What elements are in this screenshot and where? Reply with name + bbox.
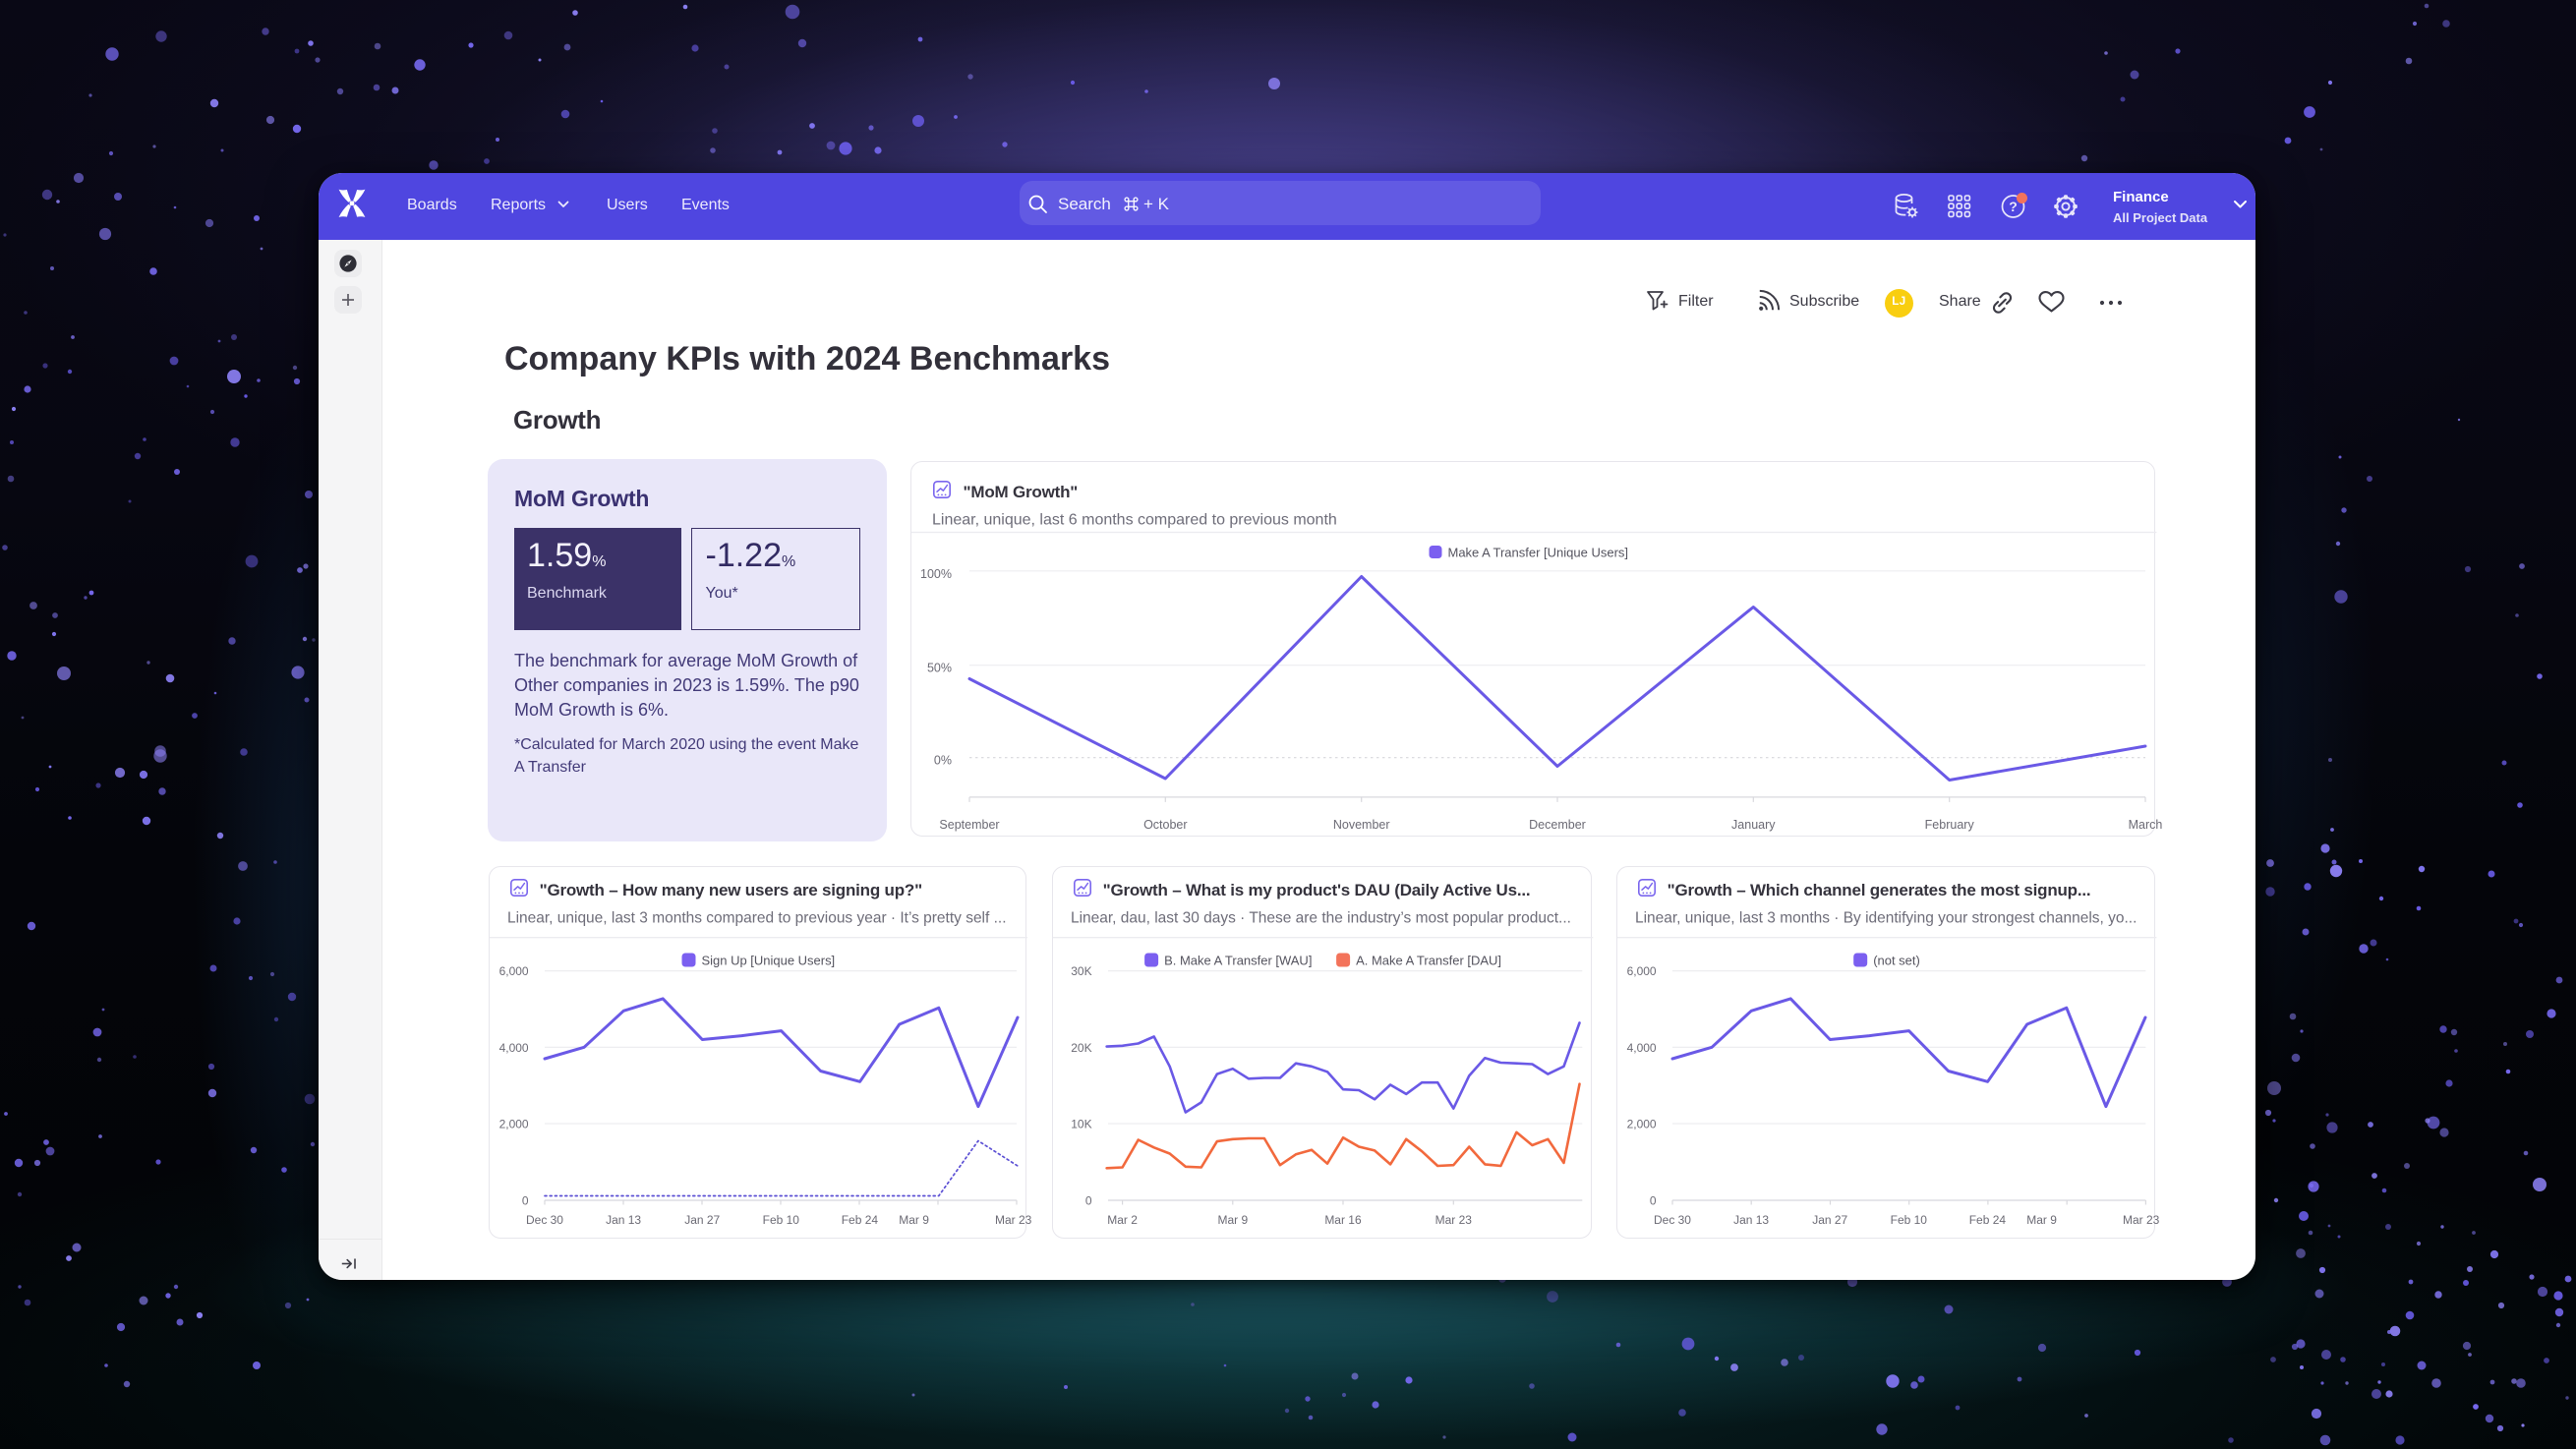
svg-text:"Growth – How many new users a: "Growth – How many new users are signing… (540, 881, 922, 899)
svg-text:"Growth – Which channel genera: "Growth – Which channel generates the mo… (1667, 881, 2090, 899)
svg-text:10K: 10K (1071, 1118, 1091, 1131)
svg-text:B. Make A Transfer [WAU]: B. Make A Transfer [WAU] (1164, 953, 1312, 967)
svg-text:November: November (1332, 817, 1389, 831)
svg-text:Jan 13: Jan 13 (1733, 1213, 1769, 1227)
svg-text:Mar 23: Mar 23 (995, 1213, 1032, 1227)
svg-text:Jan 13: Jan 13 (606, 1213, 641, 1227)
svg-text:2,000: 2,000 (499, 1118, 529, 1131)
svg-text:4,000: 4,000 (499, 1041, 529, 1055)
svg-text:Linear, unique, last 3 months: Linear, unique, last 3 months · By ident… (1635, 910, 2137, 927)
svg-text:(not set): (not set) (1873, 953, 1920, 967)
svg-text:Feb 10: Feb 10 (763, 1213, 800, 1227)
svg-text:?: ? (2009, 199, 2018, 214)
svg-text:Mar 23: Mar 23 (2123, 1213, 2160, 1227)
svg-text:February: February (1924, 817, 1974, 831)
svg-text:Feb 10: Feb 10 (1890, 1213, 1927, 1227)
svg-text:A. Make A Transfer [DAU]: A. Make A Transfer [DAU] (1356, 953, 1501, 967)
svg-text:Jan 27: Jan 27 (1812, 1213, 1847, 1227)
svg-text:0: 0 (1650, 1194, 1657, 1208)
svg-text:6,000: 6,000 (1626, 964, 1656, 978)
svg-text:Mar 9: Mar 9 (2026, 1213, 2057, 1227)
svg-text:Dec 30: Dec 30 (526, 1213, 563, 1227)
svg-text:December: December (1529, 817, 1586, 831)
svg-text:"Growth – What is my product's: "Growth – What is my product's DAU (Dail… (1103, 881, 1531, 899)
svg-text:January: January (1731, 817, 1776, 831)
svg-text:September: September (939, 817, 999, 831)
svg-text:6,000: 6,000 (499, 964, 529, 978)
svg-text:30K: 30K (1071, 964, 1091, 978)
svg-text:Linear, unique, last 6 months: Linear, unique, last 6 months compared t… (932, 511, 1337, 528)
svg-text:0%: 0% (933, 753, 951, 767)
svg-text:Feb 24: Feb 24 (842, 1213, 879, 1227)
svg-text:Mar 2: Mar 2 (1107, 1213, 1138, 1227)
svg-text:Mar 9: Mar 9 (1217, 1213, 1248, 1227)
svg-text:50%: 50% (926, 661, 951, 674)
svg-text:Linear, dau, last 30 days · Th: Linear, dau, last 30 days · These are th… (1071, 909, 1571, 926)
svg-text:2,000: 2,000 (1626, 1118, 1656, 1131)
svg-text:Feb 24: Feb 24 (1968, 1213, 2006, 1227)
svg-text:"MoM Growth": "MoM Growth" (963, 482, 1078, 500)
svg-text:Mar 23: Mar 23 (1435, 1213, 1473, 1227)
svg-text:March: March (2128, 817, 2162, 831)
svg-text:0: 0 (522, 1194, 529, 1208)
svg-text:October: October (1143, 817, 1187, 831)
svg-text:Mar 16: Mar 16 (1324, 1213, 1362, 1227)
svg-text:20K: 20K (1071, 1041, 1091, 1055)
svg-text:Mar 9: Mar 9 (899, 1213, 929, 1227)
svg-text:Make A Transfer [Unique Users]: Make A Transfer [Unique Users] (1447, 545, 1628, 559)
svg-text:Sign Up [Unique Users]: Sign Up [Unique Users] (702, 953, 836, 967)
svg-text:Jan 27: Jan 27 (684, 1213, 720, 1227)
svg-text:0: 0 (1085, 1194, 1092, 1208)
svg-text:Dec 30: Dec 30 (1654, 1213, 1691, 1227)
svg-text:Linear, unique, last 3 months: Linear, unique, last 3 months compared t… (507, 909, 1007, 926)
svg-text:4,000: 4,000 (1626, 1041, 1656, 1055)
svg-text:100%: 100% (920, 566, 952, 580)
